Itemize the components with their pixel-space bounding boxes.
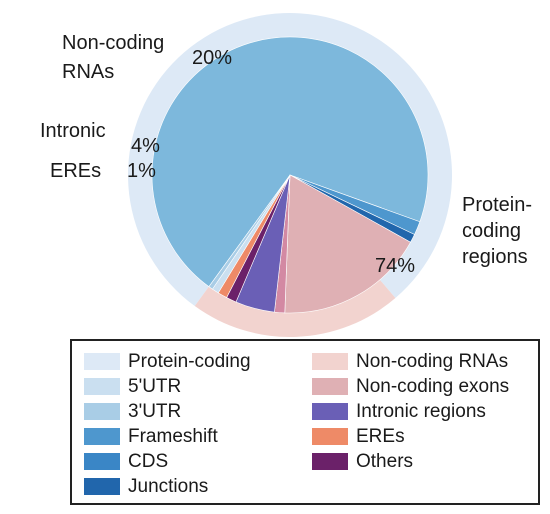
legend-swatch xyxy=(312,453,348,470)
legend-label: Non-coding exons xyxy=(356,376,510,397)
legend-swatch xyxy=(84,353,120,370)
legend-label: 5'UTR xyxy=(128,376,182,397)
annotations: Non-coding RNAs 20% Intronic 4% EREs 1% Protein… xyxy=(40,32,532,277)
label-noncoding-label: Non-coding RNAs xyxy=(62,32,164,83)
legend-label: CDS xyxy=(128,451,169,472)
legend-swatch xyxy=(312,403,348,420)
pie-chart: Non-coding RNAs 20% Intronic 4% EREs 1% Protein… xyxy=(40,13,532,338)
legend: Protein-coding 5'UTR 3'UTR Frameshift CDS Jun… xyxy=(70,339,540,505)
legend-label: Others xyxy=(356,451,414,472)
legend-swatch xyxy=(312,353,348,370)
legend-swatch xyxy=(84,428,120,445)
legend-item-protein-coding: Protein-coding xyxy=(84,349,312,374)
legend-label: EREs xyxy=(356,426,405,447)
label-eres-label: EREs xyxy=(50,160,101,182)
legend-swatch xyxy=(84,403,120,420)
label-protein-label: Protein-coding regions xyxy=(462,194,532,268)
legend-item-others: Others xyxy=(312,449,534,474)
legend-column-right: Non-coding RNAs Non-coding exons Intronic … xyxy=(312,349,534,503)
legend-swatch xyxy=(84,378,120,395)
legend-item-junctions: Junctions xyxy=(84,474,312,499)
label-intronic-pct: 4% xyxy=(131,135,160,157)
legend-swatch xyxy=(312,378,348,395)
legend-item-cds: CDS xyxy=(84,449,312,474)
legend-label: Junctions xyxy=(128,476,209,497)
legend-label: 3'UTR xyxy=(128,401,182,422)
label-intronic-label: Intronic xyxy=(40,120,106,142)
legend-column-left: Protein-coding 5'UTR 3'UTR Frameshift CDS Jun… xyxy=(84,349,312,503)
legend-item-eres: EREs xyxy=(312,424,534,449)
legend-item-non-coding-exons: Non-coding exons xyxy=(312,374,534,399)
inner-slice-non-coding-exons xyxy=(284,174,411,314)
legend-label: Non-coding RNAs xyxy=(356,351,509,372)
inner-pie xyxy=(151,36,429,314)
label-noncoding-pct: 20% xyxy=(192,47,232,69)
legend-item-3-utr: 3'UTR xyxy=(84,399,312,424)
legend-item-frameshift: Frameshift xyxy=(84,424,312,449)
label-eres-pct: 1% xyxy=(127,160,156,182)
legend-swatch xyxy=(312,428,348,445)
legend-label: Protein-coding xyxy=(128,351,251,372)
inner-slice-3-utr xyxy=(208,174,291,290)
legend-swatch xyxy=(84,478,120,495)
legend-item-non-coding-rnas: Non-coding RNAs xyxy=(312,349,534,374)
label-protein-pct: 74% xyxy=(375,255,415,277)
legend-item-5-utr: 5'UTR xyxy=(84,374,312,399)
legend-label: Frameshift xyxy=(128,426,218,447)
legend-label: Intronic regions xyxy=(356,401,486,422)
inner-slice-cds xyxy=(151,36,429,288)
legend-item-intronic-regions: Intronic regions xyxy=(312,399,534,424)
legend-swatch xyxy=(84,453,120,470)
